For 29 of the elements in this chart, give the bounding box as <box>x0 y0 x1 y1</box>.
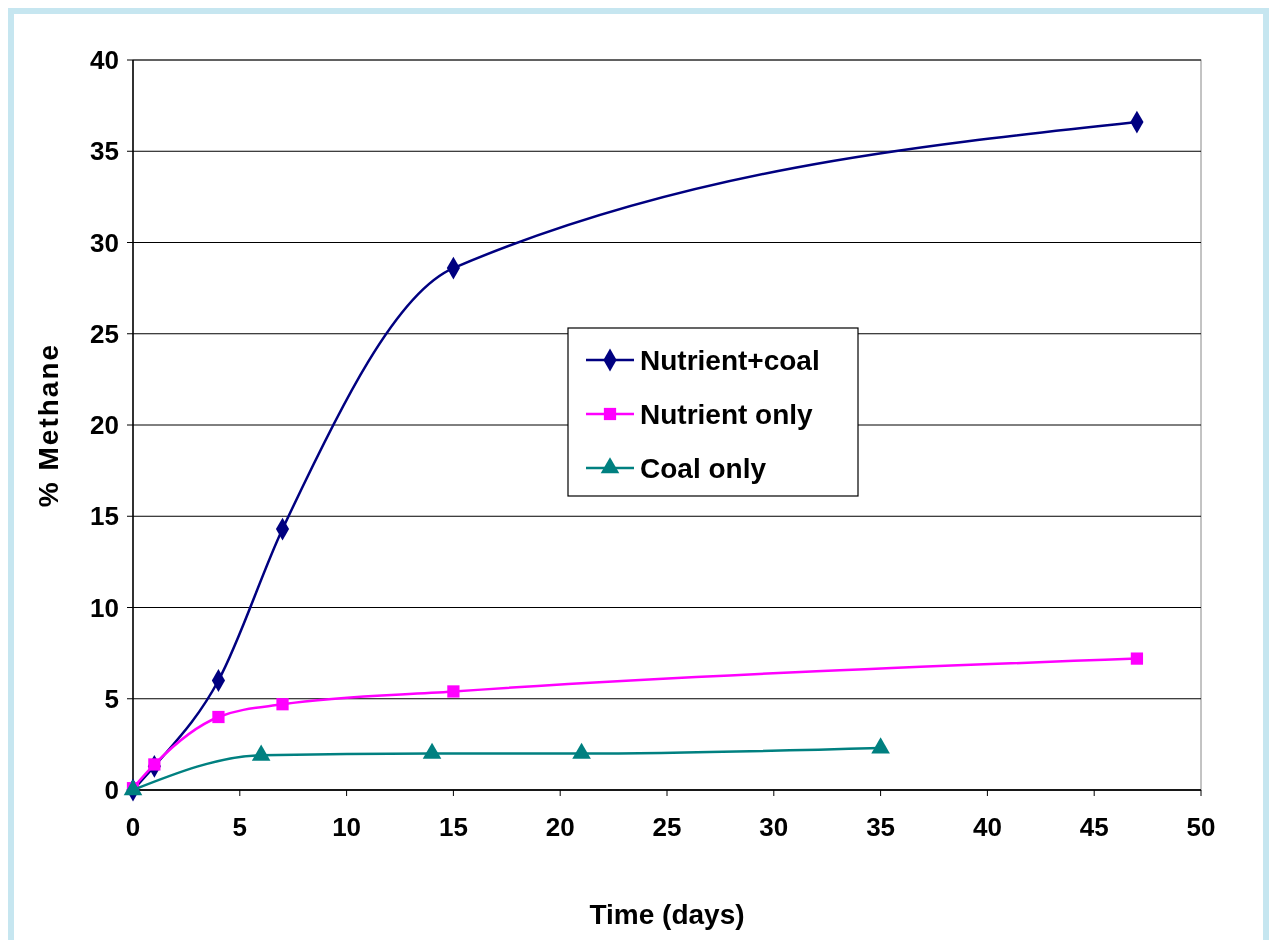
y-tick-label: 25 <box>90 318 119 349</box>
y-tick-label: 30 <box>90 227 119 258</box>
y-tick-label: 40 <box>90 45 119 76</box>
x-tick-label: 0 <box>125 812 141 842</box>
x-tick-label: 10 <box>332 812 362 842</box>
legend-label: Nutrient+coal <box>640 344 820 376</box>
y-axis-title: % Methane <box>33 342 64 508</box>
point <box>1130 652 1144 665</box>
x-tick-label: 15 <box>438 812 468 842</box>
y-tick-label: 5 <box>104 683 119 714</box>
legend-label: Nutrient only <box>640 398 814 430</box>
legend-label: Coal only <box>640 452 767 484</box>
x-tick-label: 45 <box>1079 812 1109 842</box>
y-tick-label: 0 <box>104 775 119 806</box>
x-tick-label: 40 <box>972 812 1002 842</box>
y-tick-label: 10 <box>90 592 119 623</box>
point <box>212 710 225 724</box>
x-tick-label: 20 <box>545 812 575 842</box>
x-tick-label: 25 <box>652 812 682 842</box>
x-tick-label: 35 <box>866 812 896 842</box>
y-tick-label: 35 <box>90 136 119 167</box>
point <box>447 685 460 698</box>
y-tick-label: 20 <box>90 410 119 441</box>
x-tick-label: 30 <box>759 812 789 842</box>
x-tick-label: 5 <box>232 812 248 842</box>
x-tick-label: 50 <box>1186 812 1216 842</box>
x-axis-title: Time (days) <box>589 899 745 930</box>
y-tick-label: 15 <box>90 501 119 532</box>
point <box>276 698 289 711</box>
